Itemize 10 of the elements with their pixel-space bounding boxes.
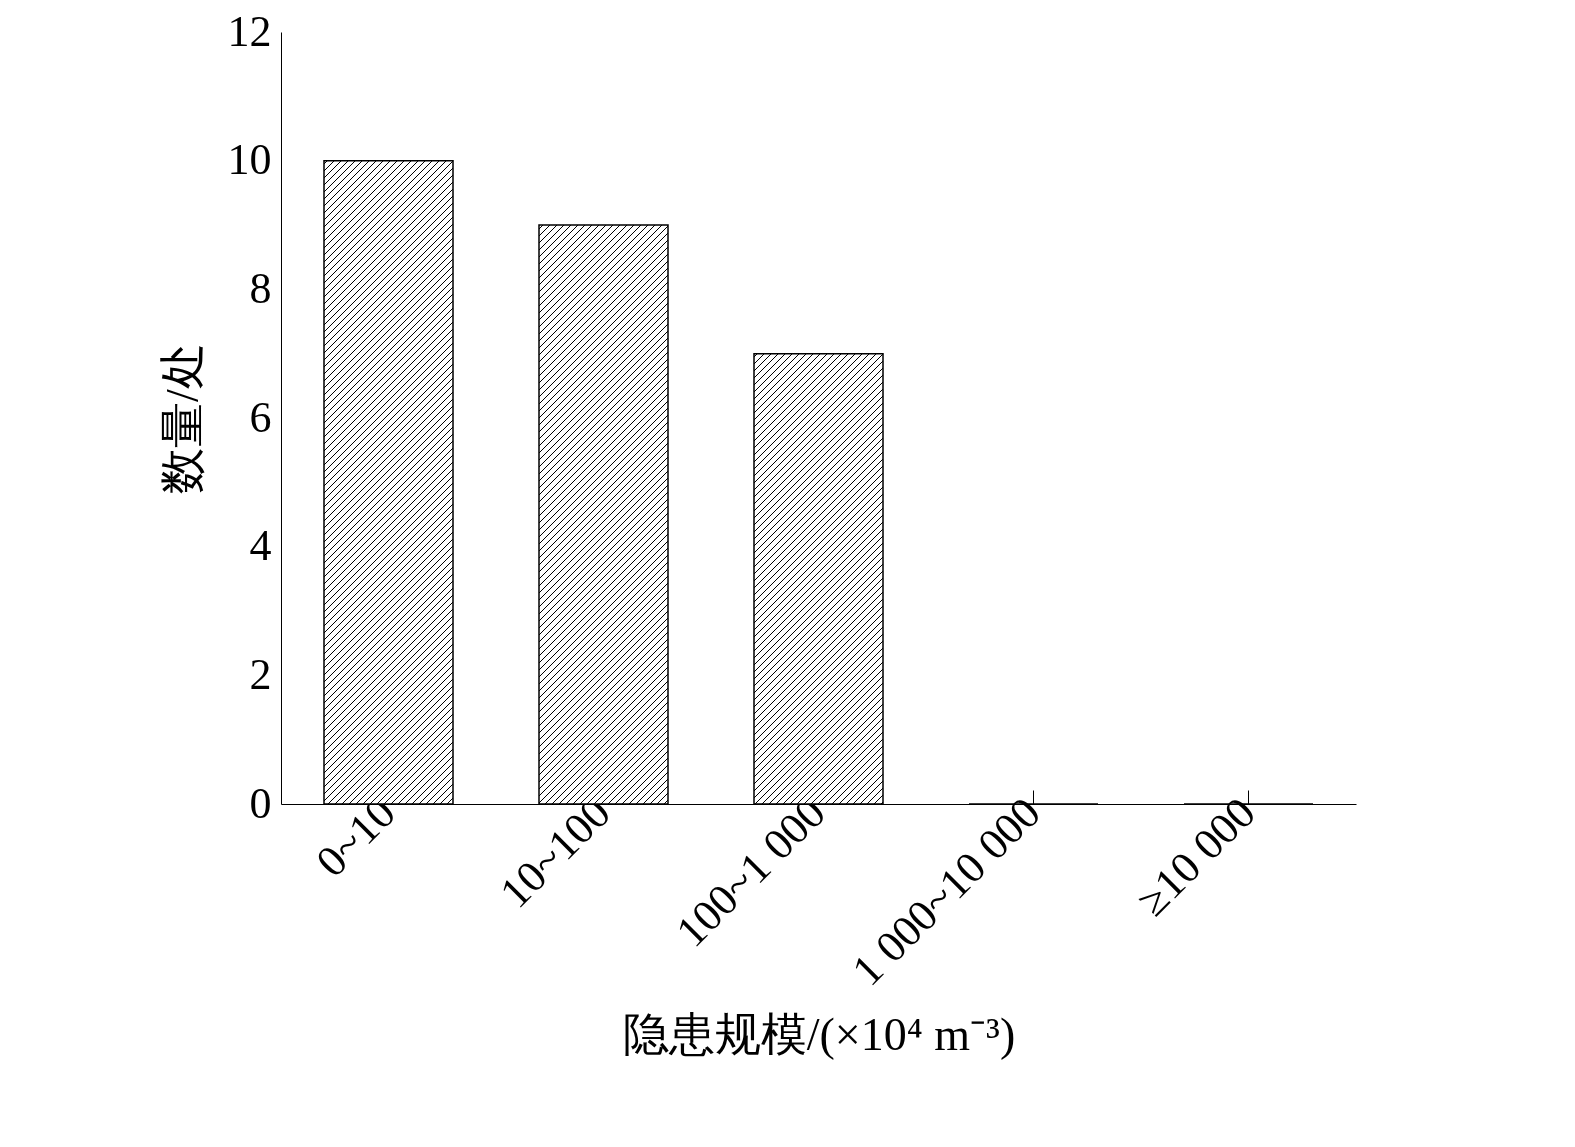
x-tick-label: ≥10 000 xyxy=(1127,788,1265,926)
y-tick-label: 12 xyxy=(227,6,272,56)
y-tick-label: 4 xyxy=(249,521,272,571)
y-tick-label: 0 xyxy=(249,778,272,828)
y-tick-label: 10 xyxy=(227,135,272,185)
x-axis-title: 隐患规模/(×10⁴ m⁻³) xyxy=(622,1009,1016,1061)
y-axis-title: 数量/处 xyxy=(156,343,208,494)
y-tick-label: 2 xyxy=(249,649,272,699)
y-tick-label: 6 xyxy=(249,392,272,442)
y-tick-label: 8 xyxy=(249,263,272,313)
